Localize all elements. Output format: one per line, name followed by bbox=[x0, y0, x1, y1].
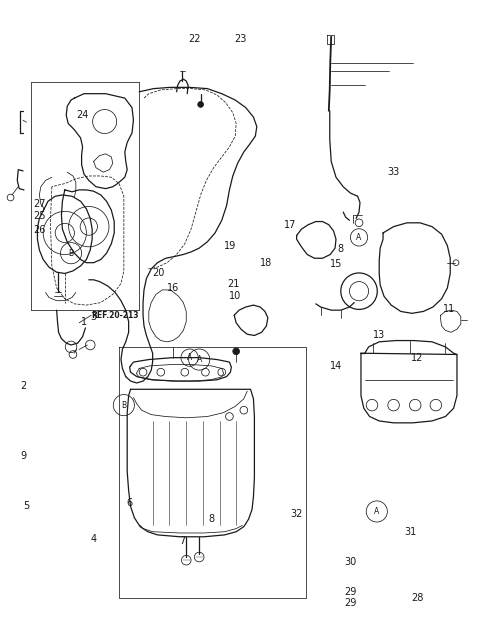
Circle shape bbox=[233, 348, 240, 354]
Text: A: A bbox=[197, 355, 202, 364]
Text: 16: 16 bbox=[167, 283, 179, 293]
Text: 7: 7 bbox=[179, 536, 186, 546]
Text: 3: 3 bbox=[91, 311, 96, 322]
Text: 30: 30 bbox=[344, 557, 357, 567]
Text: 21: 21 bbox=[228, 279, 240, 289]
Text: 28: 28 bbox=[411, 592, 424, 603]
Text: 15: 15 bbox=[330, 259, 342, 269]
Circle shape bbox=[85, 340, 95, 350]
Text: 5: 5 bbox=[23, 501, 30, 511]
Text: B: B bbox=[69, 249, 73, 258]
Text: 20: 20 bbox=[152, 268, 165, 279]
Text: 17: 17 bbox=[284, 220, 297, 230]
Text: 14: 14 bbox=[330, 361, 342, 371]
Text: 11: 11 bbox=[443, 304, 455, 314]
Text: 4: 4 bbox=[91, 534, 96, 544]
Text: 9: 9 bbox=[20, 451, 26, 461]
Text: 23: 23 bbox=[234, 34, 246, 44]
Text: 33: 33 bbox=[387, 167, 400, 177]
Text: 32: 32 bbox=[290, 509, 303, 519]
Text: 19: 19 bbox=[224, 241, 237, 251]
Text: 8: 8 bbox=[208, 514, 214, 524]
Circle shape bbox=[198, 101, 204, 108]
Text: B: B bbox=[121, 401, 126, 410]
Text: 26: 26 bbox=[33, 225, 46, 235]
Text: 29: 29 bbox=[344, 598, 357, 608]
Text: A: A bbox=[374, 507, 379, 516]
Text: 10: 10 bbox=[229, 291, 241, 301]
Text: 2: 2 bbox=[20, 381, 26, 391]
Text: A: A bbox=[187, 353, 192, 362]
Text: 1: 1 bbox=[81, 316, 87, 327]
Text: A: A bbox=[357, 233, 361, 242]
Text: 27: 27 bbox=[33, 199, 46, 210]
Text: 29: 29 bbox=[344, 587, 357, 597]
Text: REF.20-213: REF.20-213 bbox=[91, 311, 139, 320]
Text: 31: 31 bbox=[404, 527, 417, 537]
Text: 6: 6 bbox=[127, 498, 132, 508]
Text: 13: 13 bbox=[373, 330, 385, 341]
Text: 22: 22 bbox=[188, 34, 201, 44]
Text: 12: 12 bbox=[411, 353, 424, 363]
Text: 18: 18 bbox=[260, 258, 273, 268]
Text: 8: 8 bbox=[338, 244, 344, 254]
Text: 24: 24 bbox=[76, 110, 89, 120]
Text: 25: 25 bbox=[33, 211, 46, 222]
